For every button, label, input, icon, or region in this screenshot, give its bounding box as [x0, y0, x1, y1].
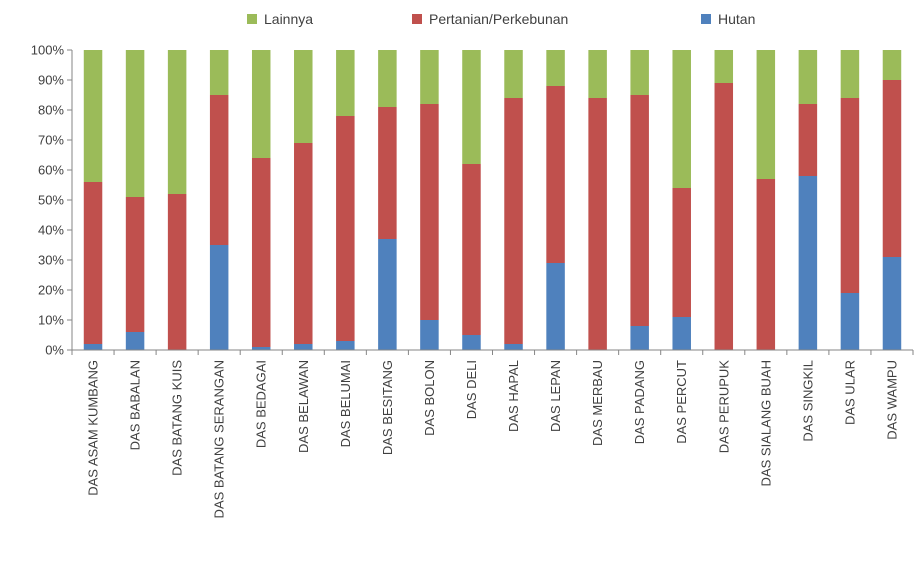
bar-segment-lainnya	[167, 50, 187, 194]
bar-segment-pertanian-perkebunan	[756, 179, 776, 350]
bar-segment-lainnya	[630, 50, 649, 95]
x-category-label: DAS BATANG KUIS	[170, 360, 185, 476]
y-tick-label: 20%	[38, 283, 64, 298]
bar-segment-hutan	[546, 263, 565, 350]
bar-segment-pertanian-perkebunan	[588, 98, 607, 350]
bars-group	[83, 50, 902, 350]
bar-segment-lainnya	[420, 50, 439, 104]
bar-segment-hutan	[125, 332, 145, 350]
x-axis: DAS ASAM KUMBANG DAS BABALAN DAS BATANG KU…	[71, 349, 914, 518]
x-category-label: DAS SIALANG BUAH	[758, 360, 773, 486]
x-category-label: DAS BESITANG	[380, 360, 395, 455]
legend-swatch	[701, 14, 711, 24]
bar-segment-pertanian-perkebunan	[672, 188, 691, 317]
x-category-label: DAS BELUMAI	[338, 360, 353, 447]
bar-segment-hutan	[294, 344, 313, 350]
bar-segment-pertanian-perkebunan	[420, 104, 439, 320]
x-category-label: DAS PERCUT	[674, 360, 689, 444]
bar-segment-lainnya	[462, 50, 481, 164]
legend-label: Pertanian/Perkebunan	[429, 11, 568, 27]
bar-segment-hutan	[336, 341, 355, 350]
y-axis: 0% 10% 20% 30% 40% 50% 60% 70% 80% 90% 100%	[31, 43, 73, 358]
bar-segment-lainnya	[294, 50, 313, 143]
bar-segment-lainnya	[83, 50, 103, 182]
bar-segment-hutan	[798, 176, 818, 350]
bar-segment-pertanian-perkebunan	[336, 116, 355, 341]
bar-segment-lainnya	[756, 50, 776, 179]
bar-segment-pertanian-perkebunan	[294, 143, 313, 344]
bar-segment-lainnya	[546, 50, 565, 86]
bar-segment-pertanian-perkebunan	[378, 107, 397, 239]
bar-segment-hutan	[630, 326, 649, 350]
y-tick-label: 0%	[45, 343, 64, 358]
x-category-label: DAS PADANG	[632, 360, 647, 444]
bar-segment-lainnya	[378, 50, 397, 107]
bar-segment-pertanian-perkebunan	[798, 104, 818, 176]
legend-label: Lainnya	[264, 11, 313, 27]
x-category-label: DAS ULAR	[842, 360, 857, 425]
bar-segment-pertanian-perkebunan	[251, 158, 271, 347]
x-category-label: DAS LEPAN	[548, 360, 563, 432]
y-tick-label: 100%	[31, 43, 65, 58]
y-tick-label: 80%	[38, 103, 64, 118]
bar-segment-lainnya	[714, 50, 734, 83]
bar-segment-lainnya	[882, 50, 902, 80]
bar-segment-hutan	[378, 239, 397, 350]
bar-segment-lainnya	[336, 50, 355, 116]
y-tick-label: 50%	[38, 193, 64, 208]
y-tick-label: 60%	[38, 163, 64, 178]
bar-segment-pertanian-perkebunan	[882, 80, 902, 257]
bar-segment-hutan	[672, 317, 691, 350]
bar-segment-lainnya	[209, 50, 229, 95]
x-category-label: DAS MERBAU	[590, 360, 605, 446]
bar-segment-pertanian-perkebunan	[504, 98, 523, 344]
y-tick-label: 40%	[38, 223, 64, 238]
legend-label: Hutan	[718, 11, 755, 27]
x-category-label: DAS HAPAL	[506, 360, 521, 432]
chart-legend: Lainnya Pertanian/Perkebunan Hutan	[247, 11, 755, 27]
bar-segment-hutan	[420, 320, 439, 350]
bar-segment-pertanian-perkebunan	[714, 83, 734, 350]
bar-segment-lainnya	[840, 50, 860, 98]
bar-segment-hutan	[462, 335, 481, 350]
x-category-label: DAS BEDAGAI	[254, 360, 269, 448]
bar-segment-lainnya	[251, 50, 271, 158]
x-category-label: DAS BELAWAN	[296, 360, 311, 453]
bar-segment-lainnya	[798, 50, 818, 104]
bar-segment-pertanian-perkebunan	[630, 95, 649, 326]
bar-segment-pertanian-perkebunan	[840, 98, 860, 293]
x-category-label: DAS BABALAN	[128, 360, 143, 450]
bar-segment-pertanian-perkebunan	[209, 95, 229, 245]
bar-segment-pertanian-perkebunan	[462, 164, 481, 335]
bar-segment-pertanian-perkebunan	[83, 182, 103, 344]
legend-swatch	[412, 14, 422, 24]
bar-segment-hutan	[209, 245, 229, 350]
y-tick-label: 90%	[38, 73, 64, 88]
x-category-label: DAS DELI	[464, 360, 479, 419]
x-category-label: DAS PERUPUK	[716, 360, 731, 454]
x-category-label: DAS WAMPU	[884, 360, 899, 440]
y-tick-label: 30%	[38, 253, 64, 268]
x-category-label: DAS SINGKIL	[800, 360, 815, 442]
x-category-label: DAS BOLON	[422, 360, 437, 436]
legend-swatch	[247, 14, 257, 24]
x-category-label: DAS BATANG SERANGAN	[212, 360, 227, 518]
bar-segment-lainnya	[588, 50, 607, 98]
bar-segment-hutan	[251, 347, 271, 350]
bar-segment-hutan	[83, 344, 103, 350]
bar-segment-lainnya	[672, 50, 691, 188]
bar-segment-hutan	[882, 257, 902, 350]
bar-segment-lainnya	[504, 50, 523, 98]
bar-segment-hutan	[840, 293, 860, 350]
x-category-label: DAS ASAM KUMBANG	[86, 360, 101, 496]
y-tick-label: 10%	[38, 313, 64, 328]
bar-segment-pertanian-perkebunan	[546, 86, 565, 263]
bar-segment-hutan	[504, 344, 523, 350]
bar-segment-pertanian-perkebunan	[125, 197, 145, 332]
y-tick-label: 70%	[38, 133, 64, 148]
bar-segment-pertanian-perkebunan	[167, 194, 187, 350]
bar-segment-lainnya	[125, 50, 145, 197]
